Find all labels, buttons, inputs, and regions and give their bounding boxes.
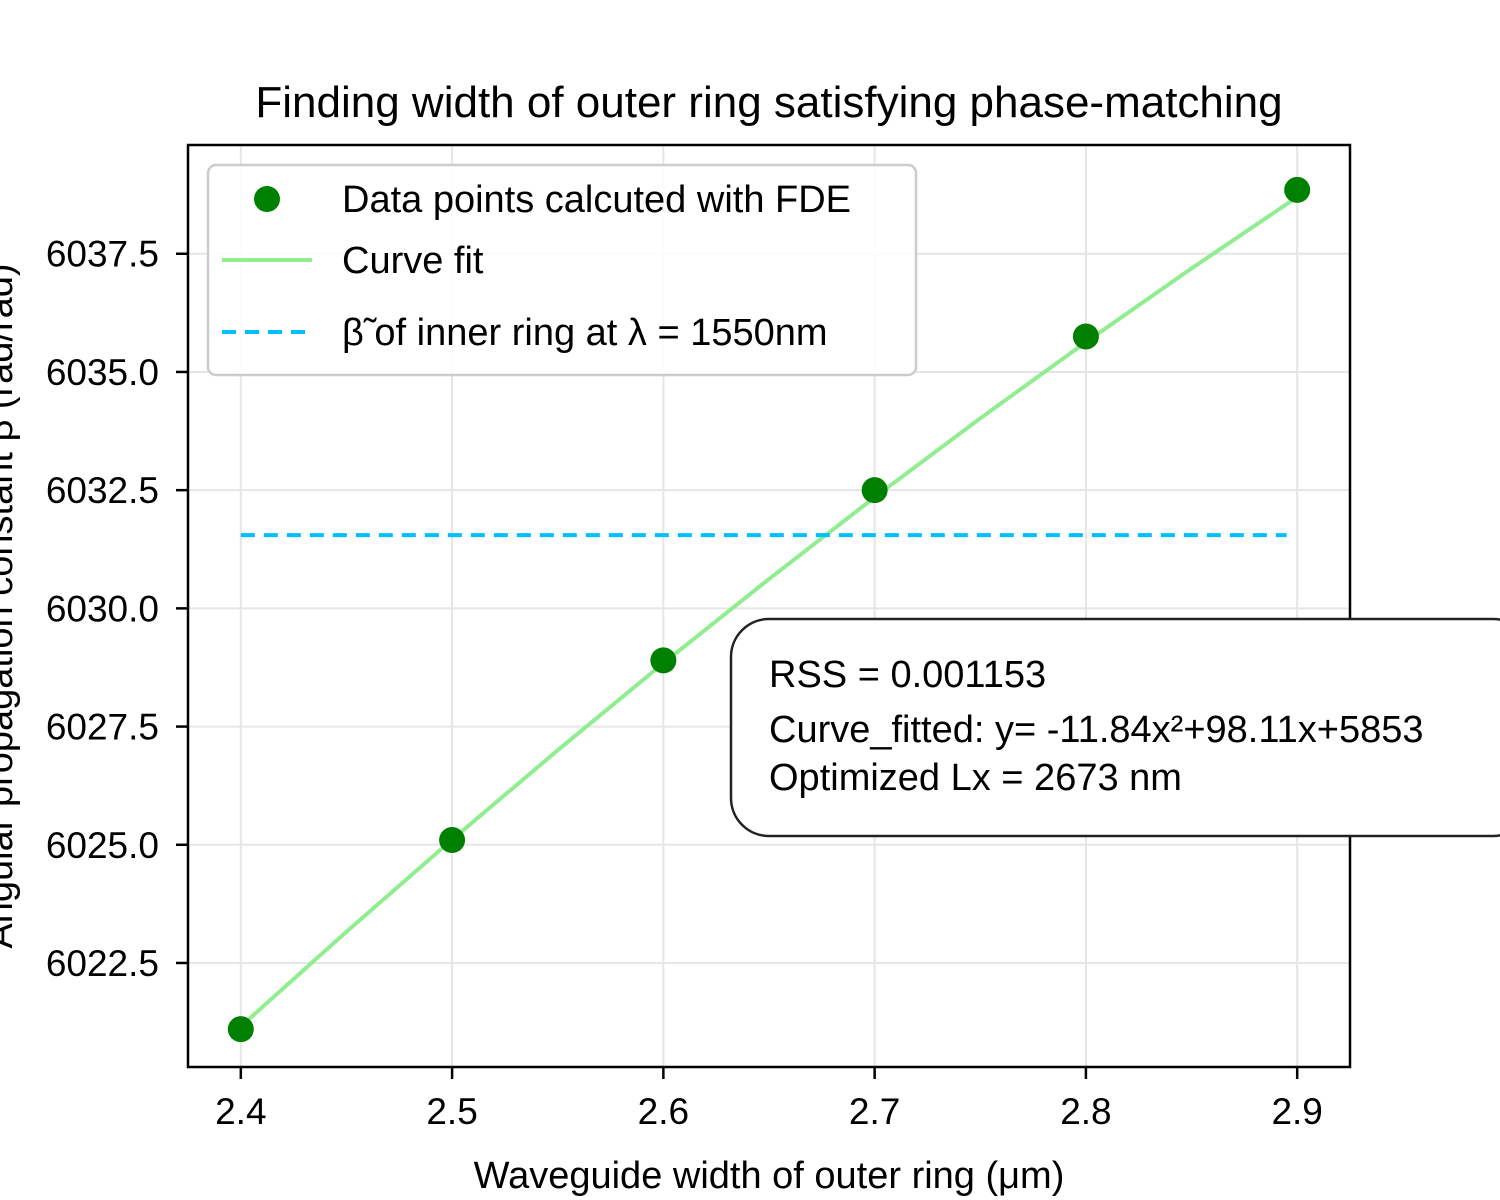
annotation-fit-equation: Curve_fitted: y= -11.84x²+98.11x+5853 (769, 709, 1424, 751)
legend-box (206, 163, 918, 377)
x-tick-label: 2.5 (426, 1091, 477, 1132)
plot-frame (186, 143, 1352, 1069)
data-point (439, 827, 466, 854)
y-tick-label: 6022.5 (46, 943, 159, 984)
x-axis-label: Waveguide width of outer ring (μm) (474, 1155, 1065, 1197)
annotation-optimized-lx: Optimized Lx = 2673 nm (769, 757, 1182, 799)
y-tick-label: 6032.5 (46, 470, 159, 511)
x-tick-label: 2.9 (1271, 1091, 1322, 1132)
legend-label-inner-ring-beta: β̃ of inner ring at λ = 1550nm (342, 312, 828, 354)
x-tick-label: 2.4 (215, 1091, 266, 1132)
x-tick-label: 2.6 (638, 1091, 689, 1132)
y-tick-label: 6035.0 (46, 352, 159, 393)
y-axis-ticks: 6022.5 6025.0 6027.5 6030.0 6032.5 6035.0 6037… (46, 234, 188, 984)
x-tick-label: 2.8 (1060, 1091, 1111, 1132)
legend-marker-data-points (254, 186, 280, 212)
x-axis-ticks: 2.4 2.5 2.6 2.7 2.8 2.9 (215, 1067, 1323, 1132)
legend-label-curve-fit: Curve fit (342, 240, 484, 282)
y-tick-label: 6027.5 (46, 707, 159, 748)
annotation-rss: RSS = 0.001153 (769, 654, 1046, 696)
data-point (1284, 176, 1311, 203)
x-tick-label: 2.7 (849, 1091, 900, 1132)
curve-fit-line (239, 195, 1299, 1028)
data-point (1072, 323, 1099, 350)
data-point (861, 477, 888, 504)
y-axis-label: Angular propagation constant β (rad/rad) (0, 263, 21, 948)
series-layer (227, 176, 1311, 1043)
annotation-box (729, 617, 1500, 838)
chart-title: Finding width of outer ring satisfying p… (255, 78, 1282, 127)
fit-annotation: RSS = 0.001153 Curve_fitted: y= -11.84x²… (729, 617, 1500, 838)
y-tick-label: 6025.0 (46, 825, 159, 866)
legend: Data points calcuted with FDE Curve fit … (206, 163, 918, 377)
data-point (650, 647, 677, 674)
data-point (227, 1016, 254, 1043)
legend-label-data-points: Data points calcuted with FDE (342, 179, 851, 221)
y-tick-label: 6030.0 (46, 588, 159, 629)
y-tick-label: 6037.5 (46, 234, 159, 275)
